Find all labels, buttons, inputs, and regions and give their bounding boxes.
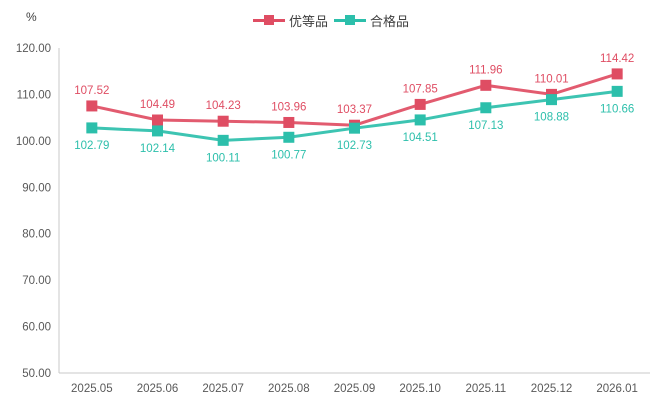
y-tick-label: 120.00 xyxy=(16,43,51,55)
data-point-label: 104.49 xyxy=(140,99,175,111)
data-point-marker-合格品 xyxy=(283,131,295,143)
legend-line-marker-icon xyxy=(252,14,285,26)
data-point-label: 100.11 xyxy=(206,152,240,164)
legend-line-marker-icon xyxy=(334,14,366,26)
data-point-label: 110.66 xyxy=(600,103,634,115)
legend-item-qualified[interactable]: 合格品 xyxy=(334,11,409,30)
legend-label: 优等品 xyxy=(288,13,328,29)
y-axis-unit-label: % xyxy=(26,10,37,24)
y-tick-label: 70.00 xyxy=(22,275,51,287)
data-point-marker-优等品 xyxy=(86,100,98,112)
x-tick-label: 2025.09 xyxy=(334,383,376,395)
data-point-marker-优等品 xyxy=(217,115,229,127)
x-tick-label: 2025.11 xyxy=(465,383,506,395)
data-point-label: 108.88 xyxy=(534,112,569,124)
data-point-marker-优等品 xyxy=(611,68,623,80)
y-tick-label: 110.00 xyxy=(17,89,51,101)
data-point-label: 104.51 xyxy=(403,132,438,144)
x-tick-label: 2025.08 xyxy=(268,383,310,395)
y-tick-label: 50.00 xyxy=(22,368,51,380)
legend-item-premium[interactable]: 优等品 xyxy=(252,11,328,30)
x-tick-label: 2025.06 xyxy=(137,383,179,395)
y-tick-label: 80.00 xyxy=(22,229,51,241)
x-tick-label: 2025.10 xyxy=(399,383,441,395)
data-point-label: 114.42 xyxy=(600,53,634,65)
data-point-marker-合格品 xyxy=(414,114,426,126)
data-point-label: 104.23 xyxy=(206,100,241,112)
data-point-label: 102.14 xyxy=(140,143,176,155)
x-tick-label: 2025.05 xyxy=(71,383,113,395)
data-point-label: 110.01 xyxy=(534,73,568,85)
data-point-label: 107.13 xyxy=(468,120,503,132)
data-point-marker-合格品 xyxy=(349,122,360,134)
data-point-marker-优等品 xyxy=(414,98,426,110)
data-point-label: 103.37 xyxy=(337,104,372,116)
data-point-label: 107.85 xyxy=(403,83,438,95)
data-point-label: 103.96 xyxy=(271,101,306,113)
x-tick-label: 2025.07 xyxy=(202,383,244,395)
data-point-label: 111.96 xyxy=(469,64,502,76)
data-point-label: 100.77 xyxy=(271,149,306,161)
data-point-marker-优等品 xyxy=(480,79,492,91)
data-point-marker-合格品 xyxy=(611,85,623,97)
data-point-marker-合格品 xyxy=(86,122,98,134)
y-tick-label: 90.00 xyxy=(22,182,51,194)
x-tick-label: 2026.01 xyxy=(596,383,638,395)
legend-label: 合格品 xyxy=(370,13,410,29)
data-point-marker-合格品 xyxy=(152,125,163,137)
x-tick-label: 2025.12 xyxy=(531,383,573,395)
data-point-marker-合格品 xyxy=(217,134,229,146)
data-point-label: 107.52 xyxy=(74,85,109,97)
y-tick-label: 60.00 xyxy=(22,322,51,334)
data-point-marker-优等品 xyxy=(283,116,295,128)
data-point-marker-优等品 xyxy=(152,114,163,126)
y-tick-label: 100.00 xyxy=(16,136,51,148)
legend: 优等品 合格品 xyxy=(0,10,662,30)
data-point-label: 102.73 xyxy=(337,140,372,152)
data-point-label: 102.79 xyxy=(74,140,109,152)
data-point-marker-合格品 xyxy=(480,102,492,114)
data-point-marker-合格品 xyxy=(546,94,557,106)
